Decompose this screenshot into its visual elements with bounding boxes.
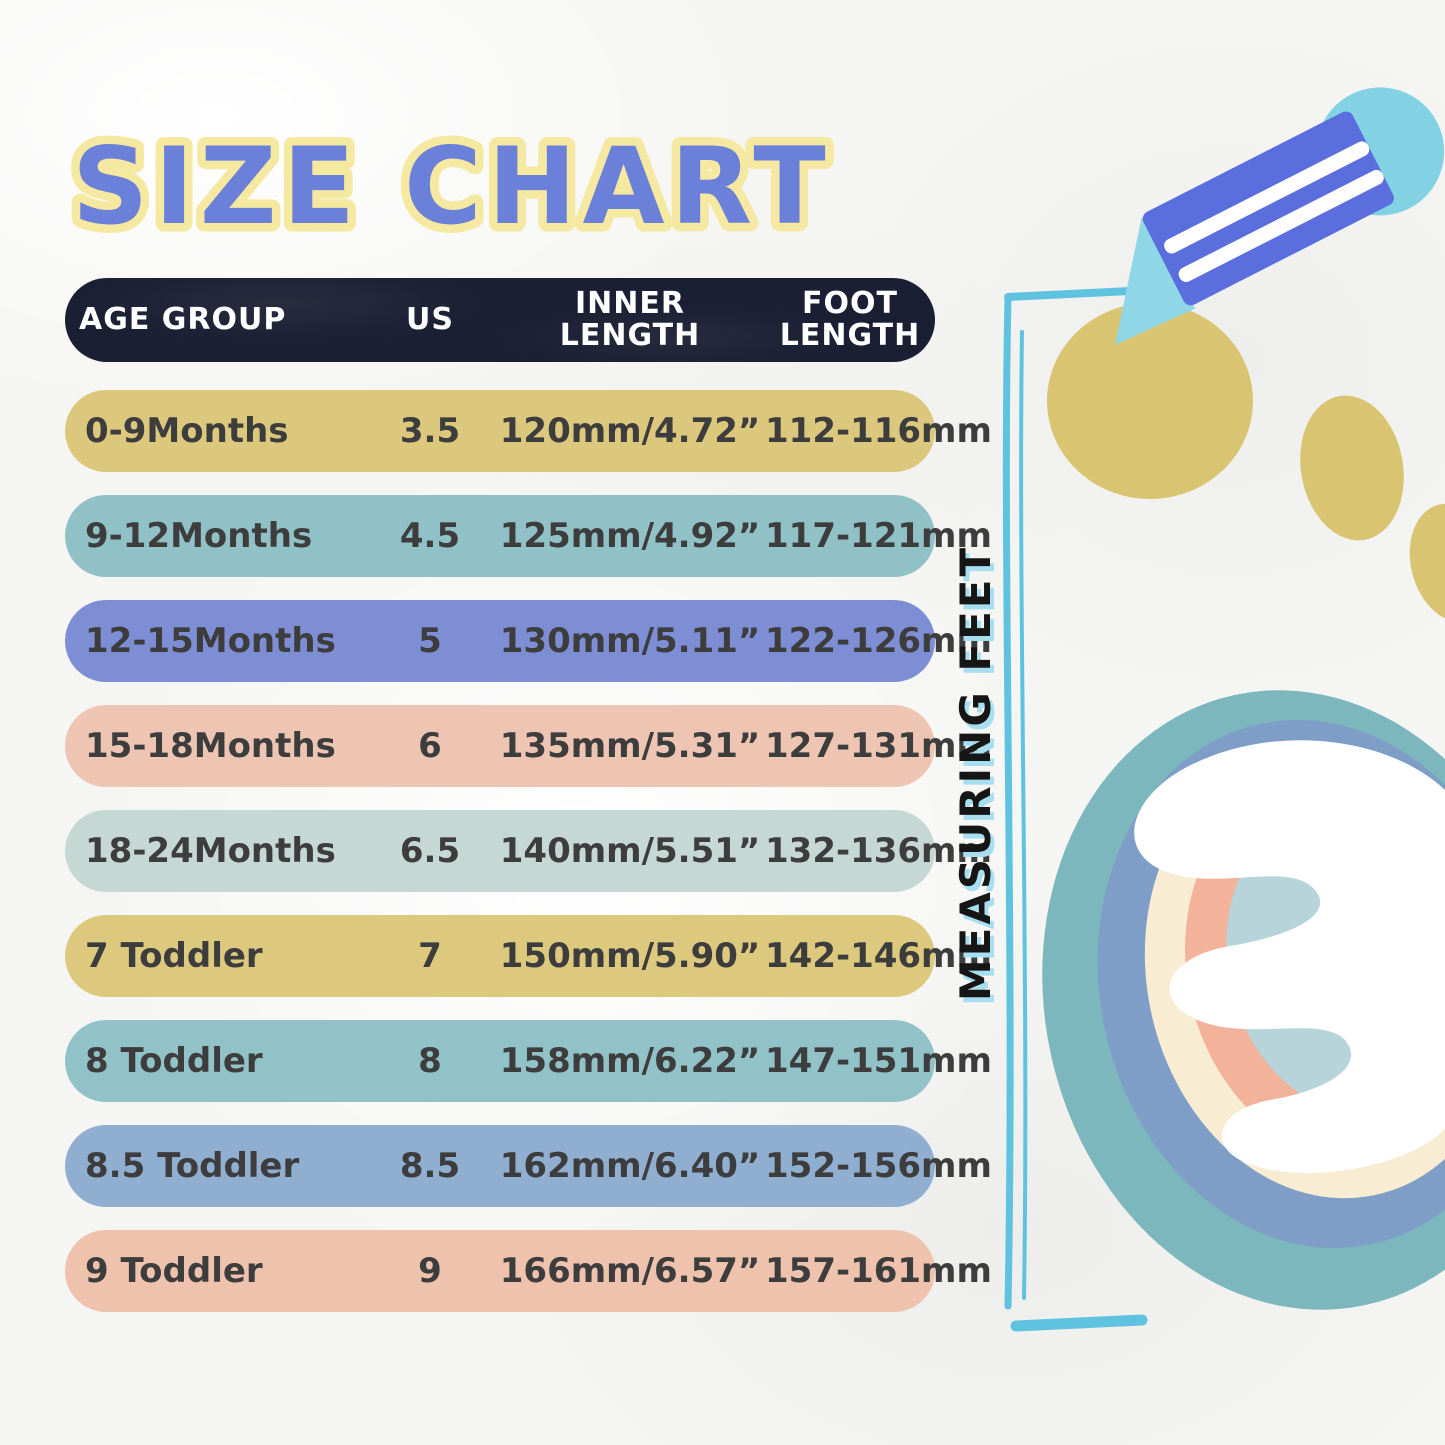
- table-row: 15-18Months 6 135mm/5.31” 127-131mm: [65, 705, 992, 787]
- second-toe: [1300, 395, 1404, 541]
- pencil-stripe: [1164, 141, 1370, 254]
- table-row: 8 Toddler 8 158mm/6.22” 147-151mm: [65, 1020, 992, 1102]
- inner-length-cell: 158mm/6.22”: [499, 1041, 761, 1081]
- table-row: 9-12Months 4.5 125mm/4.92” 117-121mm: [65, 495, 992, 577]
- age-group-cell: 15-18Months: [85, 726, 336, 766]
- inner-length-cell: 166mm/6.57”: [499, 1251, 761, 1291]
- sole-center: [1226, 807, 1445, 1113]
- foot-length-cell: 142-146mm: [765, 936, 992, 976]
- foot-length-cell: 117-121mm: [765, 516, 992, 556]
- us-size-cell: 8: [418, 1041, 442, 1081]
- us-size-cell: 6: [418, 726, 442, 766]
- foot-length-cell: 152-156mm: [765, 1146, 992, 1186]
- pencil-icon: [1115, 87, 1445, 345]
- sole-swirl: [1134, 740, 1445, 1174]
- age-group-cell: 9-12Months: [85, 516, 313, 556]
- age-group-cell: 9 Toddler: [85, 1251, 263, 1291]
- inner-length-cell: 135mm/5.31”: [499, 726, 761, 766]
- inner-length-cell: 120mm/4.72”: [499, 411, 761, 451]
- header-cell-us: US: [406, 301, 454, 337]
- sole-ring-blue: [1097, 719, 1445, 1249]
- third-toe: [1409, 503, 1445, 623]
- pencil-eraser: [1316, 87, 1445, 216]
- foot-length-cell: 157-161mm: [765, 1251, 992, 1291]
- age-group-cell: 7 Toddler: [85, 936, 263, 976]
- sole-ring-cream: [1144, 749, 1445, 1199]
- pencil-stripe: [1178, 169, 1384, 282]
- foot-length-cell: 147-151mm: [765, 1041, 992, 1081]
- foot-length-cell: 122-126mm: [765, 621, 992, 661]
- inner-length-cell: 162mm/6.40”: [499, 1146, 761, 1186]
- inner-length-cell: 130mm/5.11”: [499, 621, 761, 661]
- page-title: SIZE CHART: [72, 125, 832, 248]
- inner-length-cell: 150mm/5.90”: [499, 936, 761, 976]
- table-row: 0-9Months 3.5 120mm/4.72” 112-116mm: [65, 390, 992, 472]
- pencil-tip: [1115, 216, 1196, 345]
- table-header-row: AGE GROUP US INNER LENGTH FOOT LENGTH: [65, 278, 935, 362]
- us-size-cell: 5: [418, 621, 442, 661]
- us-size-cell: 9: [418, 1251, 442, 1291]
- age-group-cell: 18-24Months: [85, 831, 336, 871]
- inner-length-cell: 125mm/4.92”: [499, 516, 761, 556]
- header-cell-foot-length: FOOT LENGTH: [779, 285, 921, 353]
- sole-outer: [1042, 690, 1445, 1310]
- big-toe: [1047, 303, 1253, 499]
- footprint-icon: [1042, 303, 1445, 1310]
- age-group-cell: 8.5 Toddler: [85, 1146, 300, 1186]
- foot-length-cell: 132-136mm: [765, 831, 992, 871]
- age-group-cell: 8 Toddler: [85, 1041, 263, 1081]
- table-row: 9 Toddler 9 166mm/6.57” 157-161mm: [65, 1230, 992, 1312]
- header-cell-inner-length: INNER LENGTH: [559, 285, 701, 353]
- foot-length-cell: 112-116mm: [765, 411, 992, 451]
- table-row: 8.5 Toddler 8.5 162mm/6.40” 152-156mm: [65, 1125, 992, 1207]
- us-size-cell: 6.5: [399, 831, 461, 871]
- age-group-cell: 0-9Months: [85, 411, 289, 451]
- measuring-feet-label: MEASURING FEET: [950, 544, 1000, 1002]
- us-size-cell: 8.5: [399, 1146, 461, 1186]
- foot-length-cell: 127-131mm: [765, 726, 992, 766]
- inner-length-cell: 140mm/5.51”: [499, 831, 761, 871]
- table-row: 7 Toddler 7 150mm/5.90” 142-146mm: [65, 915, 992, 997]
- table-row: 12-15Months 5 130mm/5.11” 122-126mm: [65, 600, 992, 682]
- table-row: 18-24Months 6.5 140mm/5.51” 132-136mm: [65, 810, 992, 892]
- sole-ring-salmon: [1185, 777, 1445, 1157]
- pencil-body: [1142, 111, 1394, 306]
- age-group-cell: 12-15Months: [85, 621, 336, 661]
- page-title-block: SIZE CHART: [64, 117, 835, 257]
- ruler-line: [1002, 287, 1148, 1332]
- us-size-cell: 4.5: [399, 516, 461, 556]
- us-size-cell: 7: [418, 936, 442, 976]
- us-size-cell: 3.5: [399, 411, 461, 451]
- header-cell-age-group: AGE GROUP: [79, 301, 287, 337]
